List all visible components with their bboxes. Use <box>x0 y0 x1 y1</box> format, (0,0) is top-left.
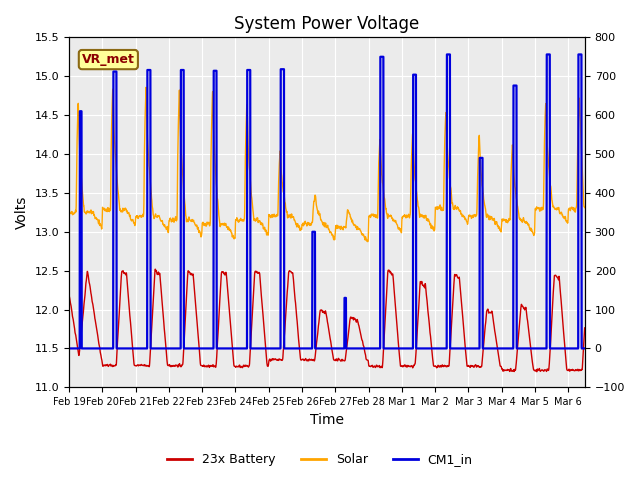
Text: VR_met: VR_met <box>82 53 135 66</box>
Solar <box>95 218 103 224</box>
23x Battery <box>388 271 396 277</box>
CM1_in <box>502 346 509 351</box>
23x Battery <box>65 293 73 299</box>
23x Battery <box>533 369 541 374</box>
CM1_in <box>581 346 589 351</box>
23x Battery <box>330 357 337 362</box>
Solar <box>502 217 509 223</box>
Title: System Power Voltage: System Power Voltage <box>234 15 420 33</box>
Solar <box>142 84 150 90</box>
Line: 23x Battery: 23x Battery <box>69 269 585 372</box>
Solar <box>388 216 396 221</box>
Solar <box>330 237 337 242</box>
CM1_in <box>563 346 571 351</box>
CM1_in <box>95 346 103 351</box>
CM1_in <box>65 346 73 351</box>
CM1_in <box>443 51 451 57</box>
23x Battery <box>502 367 509 373</box>
23x Battery <box>404 362 412 368</box>
CM1_in <box>330 346 337 351</box>
Legend: 23x Battery, Solar, CM1_in: 23x Battery, Solar, CM1_in <box>163 448 477 471</box>
23x Battery <box>581 325 589 331</box>
Y-axis label: Volts: Volts <box>15 196 29 229</box>
23x Battery <box>563 367 571 373</box>
23x Battery <box>95 342 103 348</box>
Solar <box>563 218 571 224</box>
X-axis label: Time: Time <box>310 413 344 427</box>
Solar <box>404 214 412 219</box>
23x Battery <box>152 266 159 272</box>
Solar <box>65 211 73 216</box>
CM1_in <box>388 346 396 351</box>
Line: Solar: Solar <box>69 87 585 241</box>
Solar <box>581 205 589 211</box>
Line: CM1_in: CM1_in <box>69 54 585 348</box>
CM1_in <box>404 346 412 351</box>
Solar <box>364 239 371 244</box>
